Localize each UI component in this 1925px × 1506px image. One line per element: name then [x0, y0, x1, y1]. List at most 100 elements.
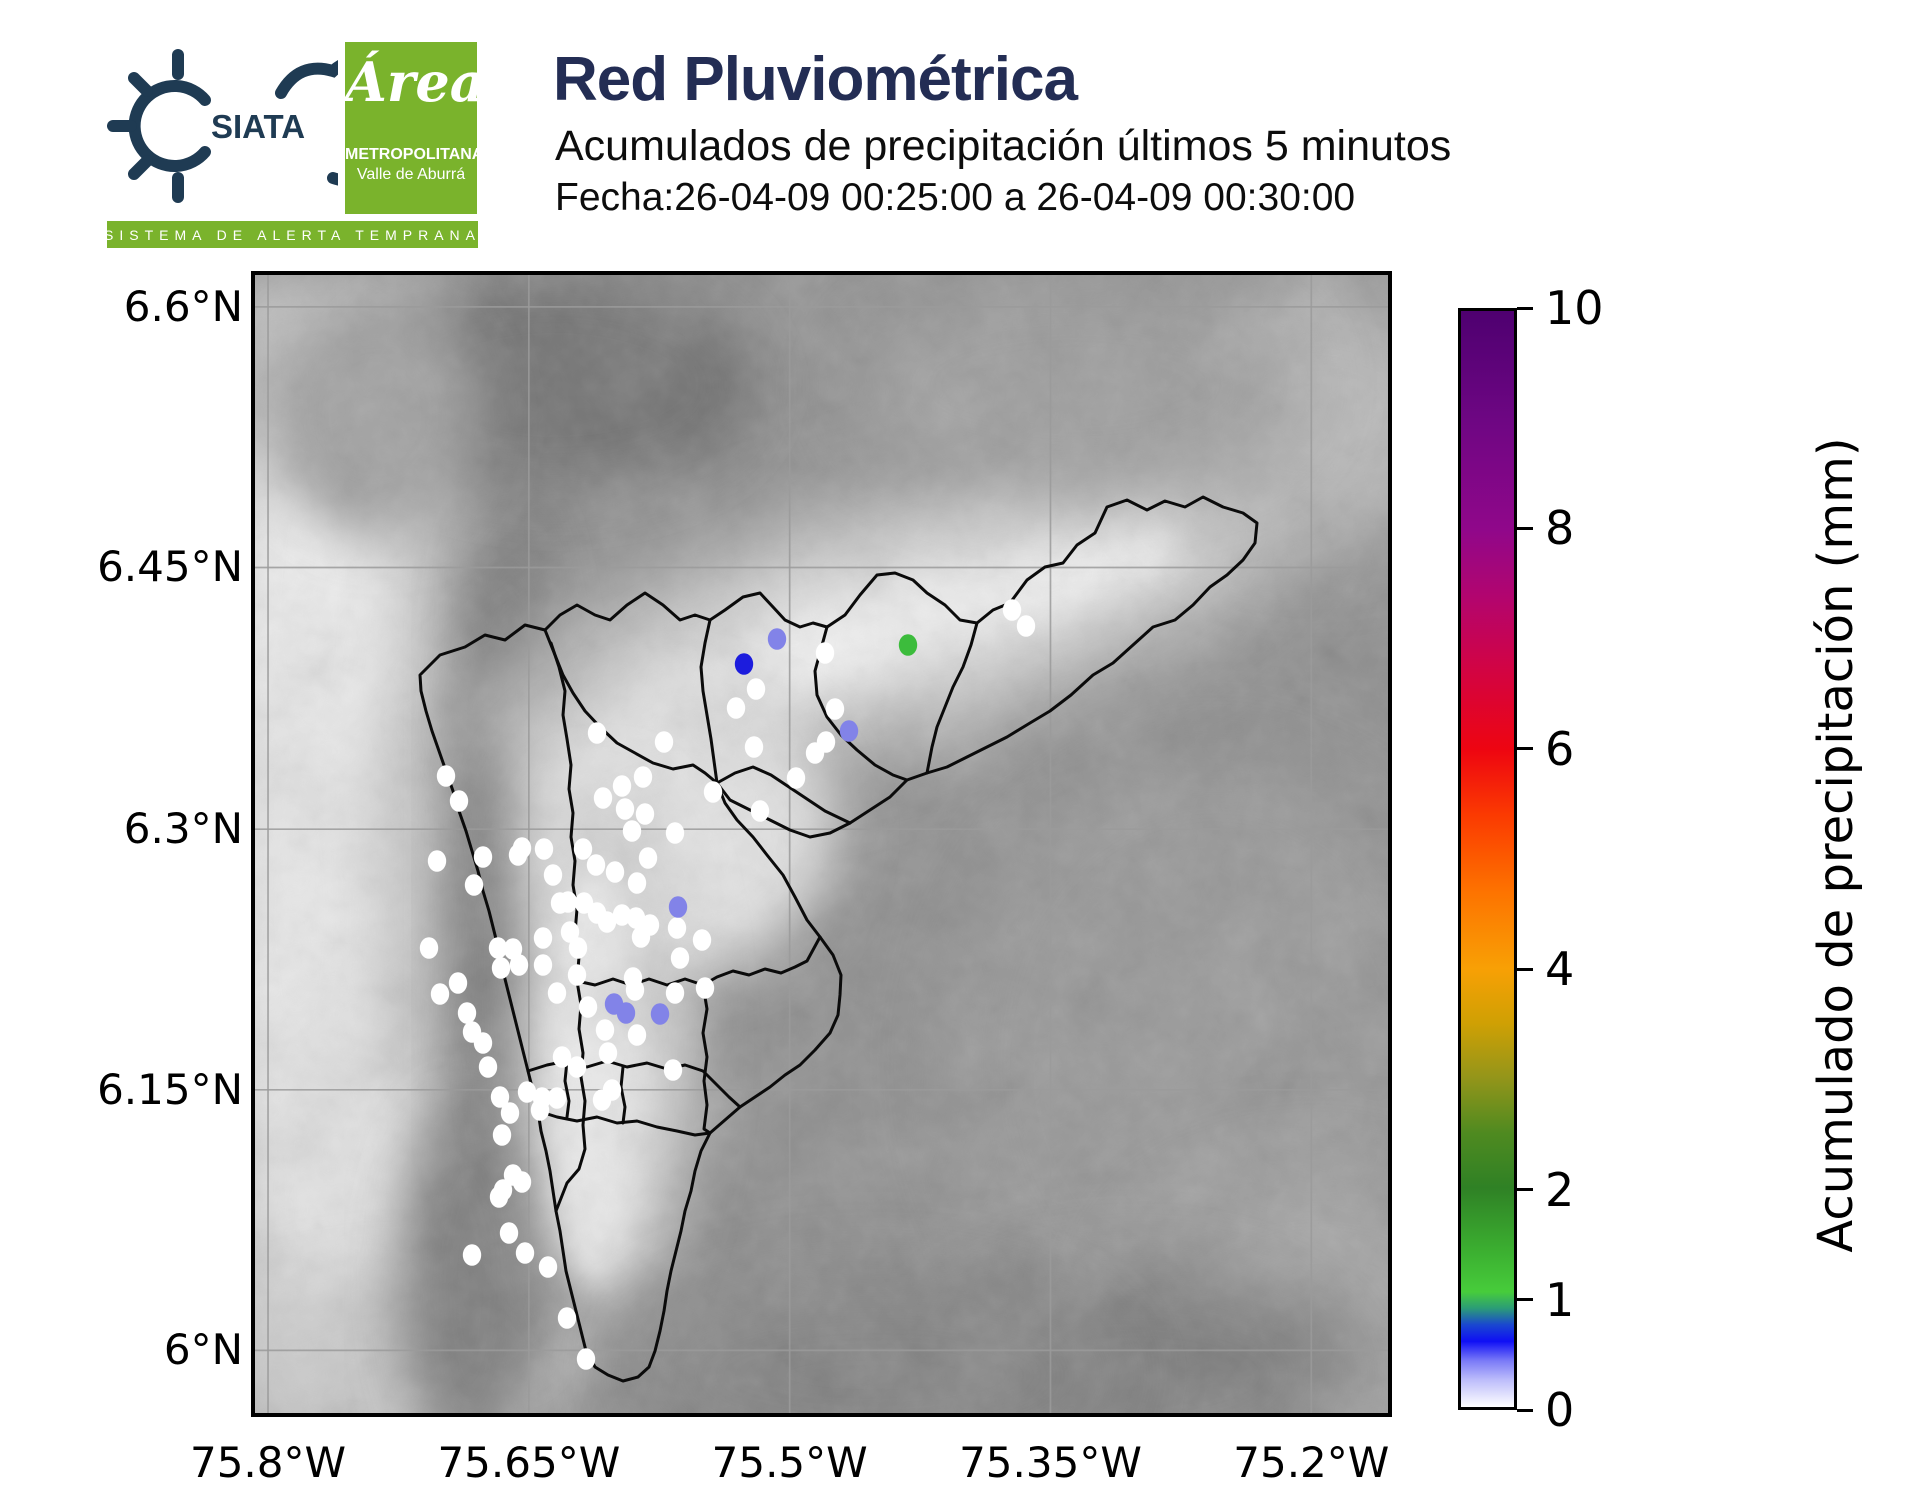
station-dot-blue — [734, 653, 754, 675]
station-dot-white — [457, 1002, 477, 1024]
lon-tick-label: 75.8°W — [189, 1438, 347, 1487]
station-dot-white — [473, 1032, 493, 1054]
station-dot-periwinkle — [616, 1002, 636, 1024]
station-dot-white — [667, 917, 687, 939]
station-dot-white — [512, 837, 532, 859]
station-dot-white — [633, 766, 653, 788]
colorbar-tick-label: 6 — [1545, 721, 1575, 776]
station-dot-white — [427, 850, 447, 872]
colorbar-tick-label: 2 — [1545, 1162, 1575, 1217]
station-dot-white — [573, 838, 593, 860]
lon-tick-label: 75.35°W — [959, 1438, 1142, 1487]
station-dot-white — [1016, 615, 1036, 637]
station-dot-white — [534, 838, 554, 860]
station-dot-white — [703, 781, 723, 803]
station-dot-white — [547, 1087, 567, 1109]
station-dot-white — [692, 929, 712, 951]
lon-tick-label: 75.65°W — [437, 1438, 621, 1487]
lat-tick-label: 6.6°N — [123, 281, 243, 331]
station-dot-white — [464, 874, 484, 896]
graticule — [255, 275, 1388, 1413]
station-dot-white — [627, 1024, 647, 1046]
station-dot-white — [560, 921, 580, 943]
station-dot-white — [665, 822, 685, 844]
station-dot-white — [493, 1179, 513, 1201]
station-dot-white — [663, 1059, 683, 1081]
station-dot-white — [670, 947, 690, 969]
station-dot-white — [576, 1348, 596, 1370]
colorbar-tick-label: 8 — [1545, 501, 1575, 556]
colorbar-tick-mark — [1517, 1298, 1533, 1302]
station-dot-white — [538, 1256, 558, 1278]
station-dot-white — [815, 642, 835, 664]
station-dot-white — [750, 800, 770, 822]
colorbar — [1458, 308, 1517, 1410]
station-dot-white — [593, 787, 613, 809]
amva-logo: Área METROPOLITANA Valle de Aburrá — [345, 42, 485, 214]
sun-cloud-icon — [107, 49, 338, 203]
station-dot-white — [615, 798, 635, 820]
station-dot-periwinkle — [668, 896, 688, 918]
station-dot-white — [557, 1307, 577, 1329]
station-dot-white — [547, 982, 567, 1004]
station-dot-white — [436, 765, 456, 787]
station-dot-periwinkle — [839, 720, 859, 742]
station-dot-white — [568, 937, 588, 959]
station-dot-white — [744, 736, 764, 758]
station-dot-white — [419, 937, 439, 959]
station-dot-white — [786, 767, 806, 789]
colorbar-tick-label: 1 — [1545, 1272, 1575, 1327]
colorbar-tick-mark — [1517, 1188, 1533, 1192]
colorbar-tick-mark — [1517, 747, 1533, 751]
station-dot-white — [515, 1242, 535, 1264]
station-dot-white — [543, 864, 563, 886]
station-dot-white — [478, 1056, 498, 1078]
station-dot-white — [746, 678, 766, 700]
station-dot-white — [665, 982, 685, 1004]
colorbar-tick-label: 0 — [1545, 1383, 1575, 1437]
station-dot-white — [533, 927, 553, 949]
amva-script-text: Área — [345, 50, 485, 114]
station-dot-white — [473, 846, 493, 868]
station-dot-white — [567, 964, 587, 986]
station-dot-white — [492, 1124, 512, 1146]
station-dot-white — [567, 1056, 587, 1078]
station-dot-white — [598, 1042, 618, 1064]
siata-logo-text: SIATA — [211, 108, 305, 145]
station-dot-white — [578, 996, 598, 1018]
station-dot-white — [448, 972, 468, 994]
station-dot-white — [586, 854, 606, 876]
station-dot-white — [552, 1046, 572, 1068]
station-dot-white — [491, 957, 511, 979]
station-dot-white — [640, 914, 660, 936]
lat-tick-label: 6.3°N — [123, 804, 243, 854]
station-dot-white — [612, 775, 632, 797]
terrain-map — [255, 275, 1388, 1413]
station-dot-white — [654, 731, 674, 753]
station-dot-white — [500, 1102, 520, 1124]
station-dot-white — [1002, 599, 1022, 621]
station-dot-white — [499, 1222, 519, 1244]
lat-tick-label: 6.45°N — [97, 542, 243, 592]
amva-line2: Valle de Aburrá — [356, 166, 466, 183]
date-range: Fecha:26-04-09 00:25:00 a 26-04-09 00:30… — [555, 176, 1356, 219]
station-dot-white — [558, 891, 578, 913]
station-dot-white — [612, 904, 632, 926]
colorbar-tick-mark — [1517, 1408, 1533, 1412]
station-dot-white — [449, 790, 469, 812]
lon-tick-label: 75.2°W — [1233, 1438, 1390, 1487]
station-dot-white — [587, 722, 607, 744]
station-dot-white — [574, 892, 594, 914]
lon-tick-label: 75.5°W — [711, 1438, 868, 1487]
station-dot-white — [530, 1099, 550, 1121]
colorbar-tick-mark — [1517, 526, 1533, 530]
station-dot-white — [490, 1086, 510, 1108]
lat-tick-label: 6.15°N — [97, 1064, 243, 1114]
station-dot-periwinkle — [650, 1003, 670, 1025]
station-dot-white — [488, 937, 508, 959]
colorbar-tick-label: 4 — [1545, 942, 1575, 997]
station-dot-white — [597, 911, 617, 933]
station-dot-white — [627, 872, 647, 894]
station-dot-white — [638, 847, 658, 869]
